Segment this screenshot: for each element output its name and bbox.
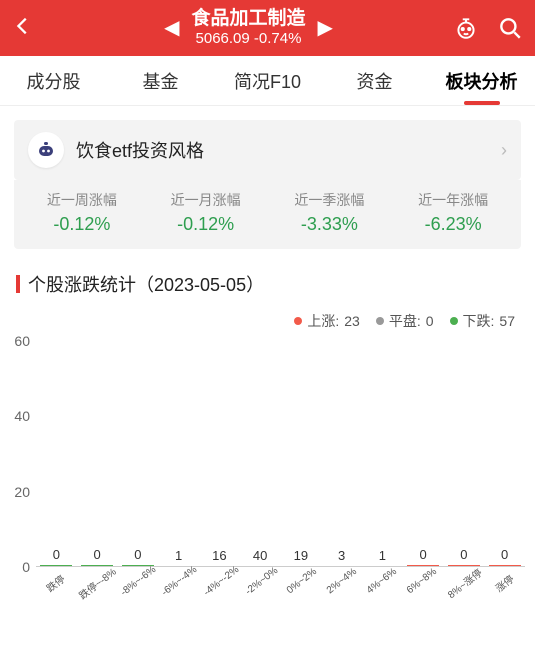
tab-基金[interactable]: 基金 (107, 68, 214, 94)
bar-slot: 0 (36, 565, 77, 566)
bar-slot: 0 (444, 565, 485, 566)
chevron-right-icon: › (501, 140, 507, 161)
prev-arrow-icon[interactable]: ◀ (164, 15, 179, 40)
header-title-wrap: ◀ 食品加工制造 5066.09 -0.74% ▶ (44, 8, 453, 49)
stats-row: 近一周涨幅-0.12%近一月涨幅-0.12%近一季涨幅-3.33%近一年涨幅-6… (14, 180, 521, 249)
tab-资金[interactable]: 资金 (321, 68, 428, 94)
robot-icon[interactable] (453, 15, 479, 41)
search-icon[interactable] (497, 15, 523, 41)
header-title: 食品加工制造 (191, 8, 305, 31)
tab-简况F10[interactable]: 简况F10 (214, 68, 321, 94)
legend-down: 下跌: 57 (450, 311, 515, 331)
tabs: 成分股基金简况F10资金板块分析 (0, 56, 535, 106)
chart-legend: 上涨: 23 平盘: 0 下跌: 57 (0, 303, 535, 335)
xtick: 涨停 (484, 565, 535, 616)
bar-chart: 0204060 000116401931000 跌停跌停~-8%-8%~-6%-… (36, 341, 525, 601)
legend-up: 上涨: 23 (294, 311, 359, 331)
banner[interactable]: 饮食etf投资风格 › (14, 120, 521, 180)
next-arrow-icon[interactable]: ▶ (318, 15, 333, 40)
tab-板块分析[interactable]: 板块分析 (428, 68, 535, 94)
stat-item: 近一季涨幅-3.33% (268, 190, 392, 235)
header: ◀ 食品加工制造 5066.09 -0.74% ▶ (0, 0, 535, 56)
legend-flat: 平盘: 0 (376, 311, 434, 331)
banner-text: 饮食etf投资风格 (76, 137, 501, 163)
tab-成分股[interactable]: 成分股 (0, 68, 107, 94)
bar-slot: 0 (484, 565, 525, 566)
back-button[interactable] (12, 13, 44, 44)
bot-icon (28, 132, 64, 168)
stat-item: 近一年涨幅-6.23% (391, 190, 515, 235)
header-sub: 5066.09 -0.74% (191, 30, 305, 48)
bar-slot: 0 (403, 565, 444, 566)
section-title: 个股涨跌统计（2023-05-05） (16, 271, 519, 297)
stat-item: 近一月涨幅-0.12% (144, 190, 268, 235)
stat-item: 近一周涨幅-0.12% (20, 190, 144, 235)
